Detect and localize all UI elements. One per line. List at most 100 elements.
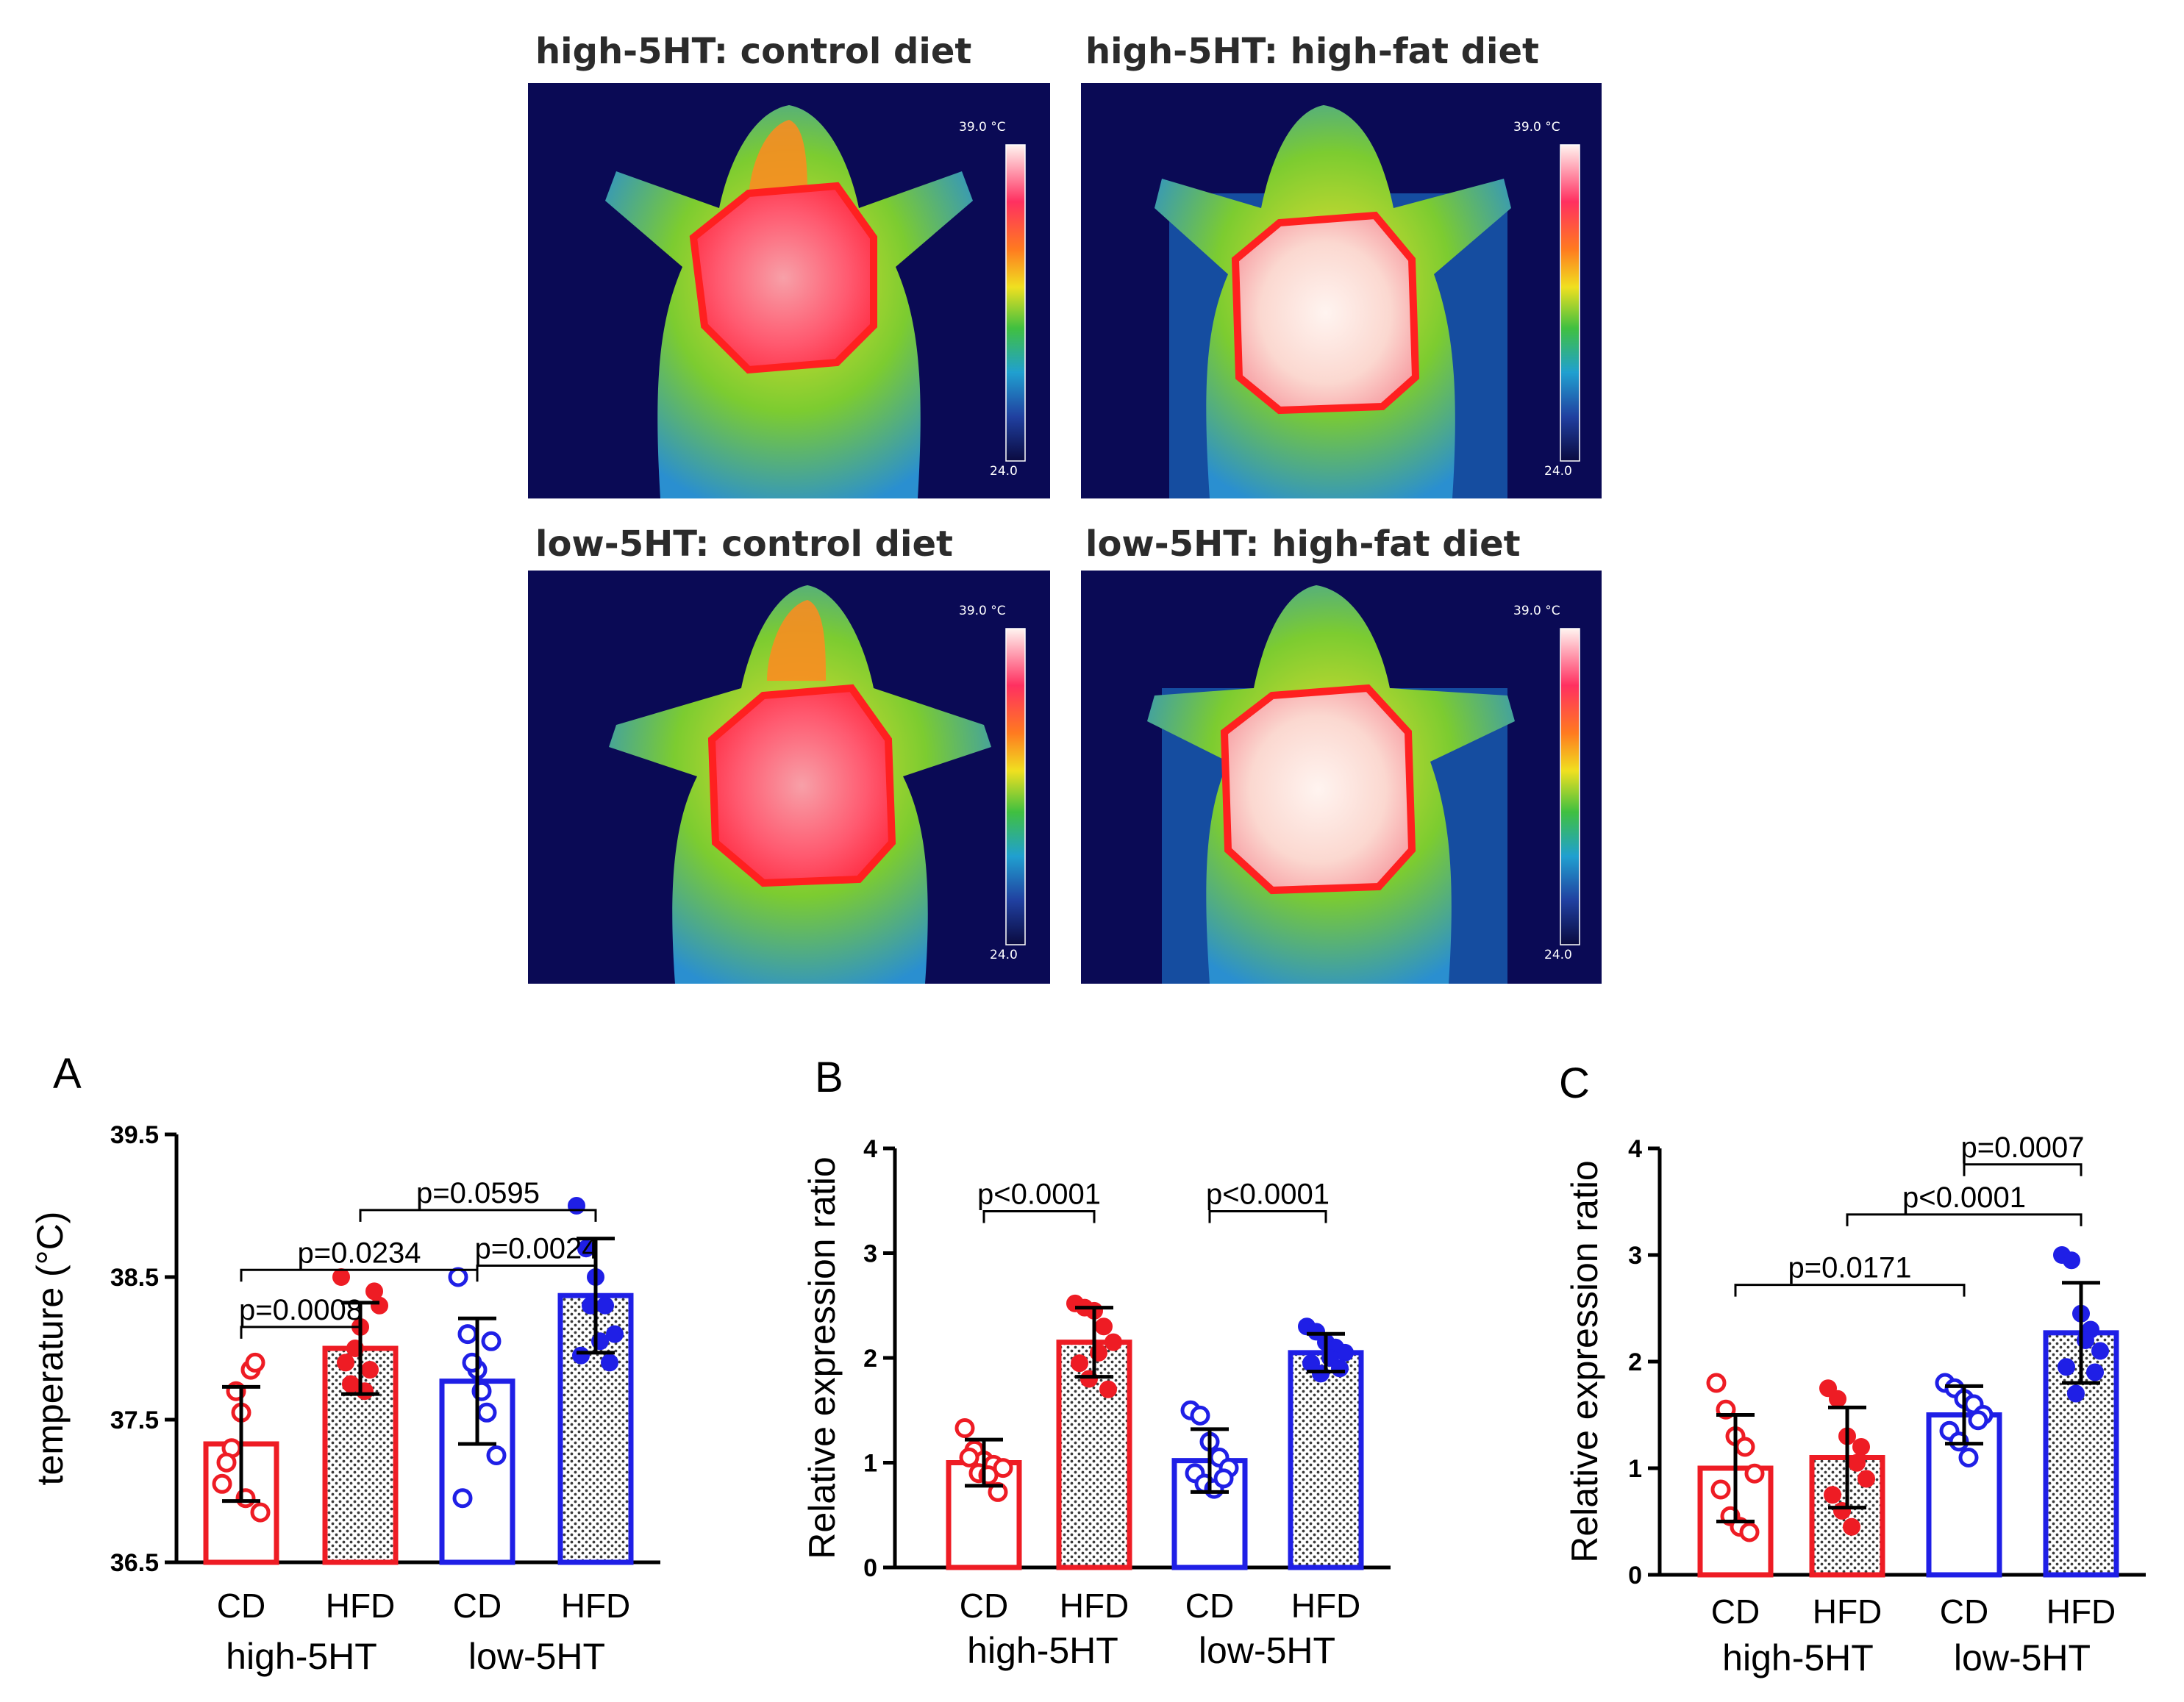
data-point: [2091, 1342, 2109, 1360]
y-axis-label: Relative expression ratio: [802, 1156, 843, 1559]
data-point: [2086, 1363, 2104, 1381]
bar: [1288, 1350, 1364, 1570]
data-point: [959, 1447, 979, 1467]
significance-bracket: [1208, 1210, 1327, 1223]
y-tick-label: 39.5: [110, 1121, 159, 1149]
data-point: [365, 1282, 383, 1301]
group-label: high-5HT: [226, 1636, 377, 1677]
temperature-scale-bar: [1560, 628, 1580, 945]
data-point: [1858, 1470, 1875, 1488]
significance-bracket: [982, 1210, 1096, 1223]
data-point: [2058, 1358, 2075, 1376]
data-point: [1744, 1463, 1765, 1484]
y-tick-label: 1: [1628, 1455, 1642, 1483]
group-label: low-5HT: [468, 1636, 605, 1677]
data-point: [1095, 1317, 1113, 1336]
p-value-label: p=0.0171: [1788, 1252, 1912, 1284]
y-tick-label: 2: [1628, 1348, 1642, 1376]
p-value-label: p<0.0001: [1902, 1181, 2026, 1214]
y-tick-label: 3: [863, 1240, 877, 1268]
significance-bracket: [1846, 1213, 2083, 1226]
y-tick-label: 4: [1628, 1135, 1642, 1163]
y-tick-label: 38.5: [110, 1264, 159, 1292]
mouse-thermal-shape: [1155, 105, 1511, 498]
data-point: [250, 1502, 271, 1523]
category-label: CD: [1940, 1592, 1988, 1631]
category-label: CD: [1185, 1587, 1234, 1625]
p-value-label: p=0.0024: [475, 1232, 599, 1265]
category-label: CD: [217, 1587, 265, 1625]
thermal-image-high-5ht-control: high-5HT: control diet 39.0 °C 24.0: [528, 31, 1050, 498]
data-point: [1852, 1438, 1870, 1456]
data-point: [1968, 1410, 1988, 1431]
thermal-image-low-5ht-control: low-5HT: control diet 39.0 °C 24.0: [528, 523, 1050, 984]
data-point: [2063, 1251, 2080, 1270]
scale-min-label: 24.0: [1544, 464, 1572, 479]
data-point: [452, 1488, 473, 1509]
chart-panel-A: A 36.5 37.5 38.5 39.5 temperature (°C) CD HFD CD…: [29, 1050, 660, 1677]
data-point: [572, 1346, 590, 1365]
y-tick-label: 4: [863, 1135, 877, 1163]
significance-bracket: [476, 1264, 597, 1278]
data-point: [337, 1354, 354, 1372]
thermal-title: low-5HT: high-fat diet: [1085, 523, 1521, 565]
panel-letter: A: [53, 1050, 82, 1098]
data-point: [954, 1417, 975, 1438]
category-label: HFD: [2046, 1592, 2116, 1631]
data-point: [1958, 1448, 1979, 1467]
bar: [2043, 1330, 2119, 1578]
data-point: [1336, 1343, 1354, 1362]
p-value-label: p=0.0234: [298, 1237, 421, 1269]
scale-max-label: 39.0 °C: [1513, 604, 1560, 618]
y-tick-label: 2: [863, 1345, 877, 1373]
temperature-scale-bar: [1560, 144, 1580, 462]
category-label: HFD: [326, 1587, 396, 1625]
significance-bracket: [240, 1268, 479, 1282]
significance-bracket: [1734, 1284, 1966, 1297]
data-point: [1706, 1373, 1727, 1393]
data-point: [1735, 1437, 1755, 1457]
group-label: low-5HT: [1199, 1630, 1335, 1671]
y-tick-label: 0: [863, 1554, 877, 1582]
data-point: [1099, 1380, 1117, 1398]
p-value-label: p=0.0008: [239, 1294, 363, 1326]
data-point: [477, 1402, 497, 1423]
thermal-title: low-5HT: control diet: [535, 523, 953, 565]
category-label: HFD: [1291, 1587, 1361, 1625]
thermal-title: high-5HT: control diet: [535, 31, 971, 72]
y-axis-label: temperature (°C): [29, 1212, 71, 1486]
data-point: [1710, 1479, 1731, 1500]
y-tick-label: 37.5: [110, 1406, 159, 1434]
data-point: [1848, 1454, 1866, 1472]
data-point: [216, 1452, 237, 1473]
p-value-label: p<0.0001: [977, 1179, 1101, 1211]
data-point: [1105, 1333, 1122, 1351]
thermal-title: high-5HT: high-fat diet: [1085, 31, 1539, 72]
chart-panel-B: B 0 1 2 3 4 Relative expression ratio CD HFD CD HF…: [802, 1054, 1391, 1671]
data-point: [1739, 1522, 1760, 1542]
y-tick-label: 1: [863, 1450, 877, 1478]
bar: [439, 1379, 515, 1565]
temperature-scale-bar: [1005, 144, 1026, 462]
scale-max-label: 39.0 °C: [959, 120, 1006, 135]
data-point: [596, 1296, 614, 1315]
scale-min-label: 24.0: [1544, 948, 1572, 962]
significance-bracket: [1963, 1163, 2083, 1176]
data-point: [1331, 1359, 1349, 1378]
scale-min-label: 24.0: [990, 948, 1018, 962]
mouse-thermal-shape: [1147, 585, 1515, 984]
category-label: CD: [960, 1587, 1008, 1625]
data-point: [361, 1361, 379, 1379]
data-point: [1843, 1517, 1860, 1536]
data-point: [2067, 1384, 2085, 1403]
data-point: [568, 1197, 585, 1215]
data-point: [601, 1354, 618, 1372]
data-point: [1213, 1468, 1234, 1489]
data-point: [481, 1331, 502, 1351]
scale-max-label: 39.0 °C: [959, 604, 1006, 618]
data-point: [457, 1324, 478, 1345]
group-label: high-5HT: [967, 1630, 1118, 1671]
category-label: CD: [1711, 1592, 1760, 1631]
category-label: HFD: [561, 1587, 631, 1625]
